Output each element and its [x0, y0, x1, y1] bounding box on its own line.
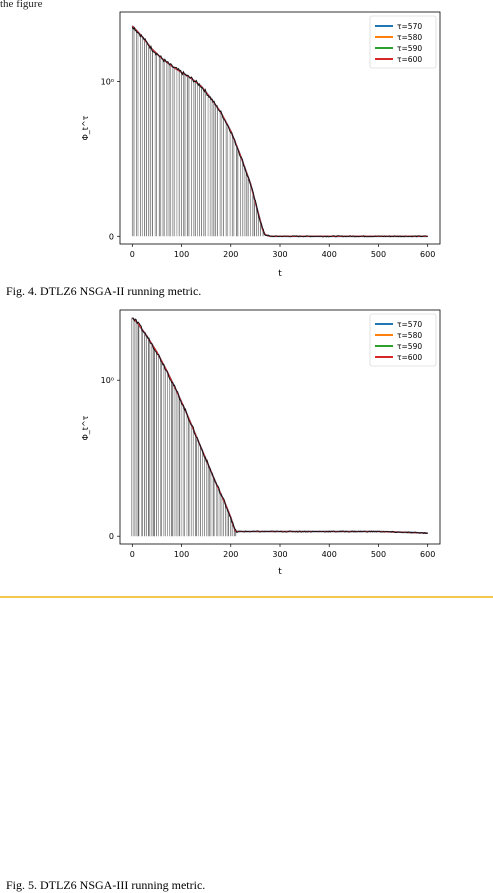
- x-tick-label: 300: [272, 250, 287, 259]
- x-tick-label: 400: [322, 550, 337, 559]
- x-tick-label: 200: [223, 550, 238, 559]
- vertical-samples: [131, 317, 237, 537]
- vertical-samples: [131, 25, 264, 237]
- legend-label: τ=590: [397, 342, 422, 351]
- legend-box: [369, 15, 437, 69]
- series-curves: [131, 25, 428, 238]
- x-tick-label: 500: [371, 550, 386, 559]
- x-tick-label: 600: [420, 550, 435, 559]
- figure-4: 0 100 200 300 400 500 600 0 10⁰ t Φ_t^τ τ=570 τ=5…: [0, 0, 493, 300]
- fragment-text: the figure: [0, 0, 43, 10]
- x-tick-label: 100: [174, 250, 189, 259]
- series-line-overlay: [132, 317, 428, 535]
- legend-label: τ=580: [397, 331, 422, 340]
- x-tick-label: 0: [130, 250, 135, 259]
- axis-ticks: 0 100 200 300 400 500 600 0 10⁰: [101, 376, 436, 559]
- x-tick-label: 500: [371, 250, 386, 259]
- y-axis-label: Φ_t^τ: [81, 115, 90, 140]
- legend: τ=570 τ=580 τ=590 τ=600: [369, 15, 437, 69]
- x-tick-label: 200: [223, 250, 238, 259]
- y-axis-label: Φ_t^τ: [81, 415, 90, 440]
- legend-label: τ=570: [397, 320, 422, 329]
- y-tick-label: 10⁰: [101, 376, 114, 385]
- series-curves: [131, 317, 428, 535]
- x-tick-label: 400: [322, 250, 337, 259]
- x-tick-label: 0: [130, 550, 135, 559]
- page-bottom-rule: [0, 596, 493, 598]
- legend-label: τ=570: [397, 22, 422, 31]
- legend-label: τ=600: [397, 55, 422, 64]
- legend-label: τ=580: [397, 33, 422, 42]
- x-tick-label: 300: [272, 550, 287, 559]
- legend-label: τ=590: [397, 44, 422, 53]
- x-axis-label: t: [278, 269, 282, 279]
- legend-label: τ=600: [397, 353, 422, 362]
- previous-text-fragment: the figure: [0, 0, 130, 14]
- y-tick-label: 0: [109, 232, 114, 241]
- legend: τ=570 τ=580 τ=590 τ=600: [369, 313, 437, 367]
- y-tick-label: 10⁰: [101, 78, 114, 87]
- x-tick-label: 100: [174, 550, 189, 559]
- figure-5: 0 100 200 300 400 500 600 0 10⁰ t Φ_t^τ τ=570 τ=5…: [0, 300, 493, 892]
- series-line-overlay: [131, 26, 428, 238]
- x-tick-label: 600: [420, 250, 435, 259]
- axis-ticks: 0 100 200 300 400 500 600 0 10⁰: [101, 78, 436, 259]
- legend-box: [369, 313, 437, 367]
- x-axis-label: t: [278, 567, 282, 577]
- figure-4-caption: Fig. 4. DTLZ6 NSGA-II running metric.: [6, 284, 202, 298]
- figure-5-caption: Fig. 5. DTLZ6 NSGA-III running metric.: [6, 878, 206, 892]
- y-tick-label: 0: [109, 532, 114, 541]
